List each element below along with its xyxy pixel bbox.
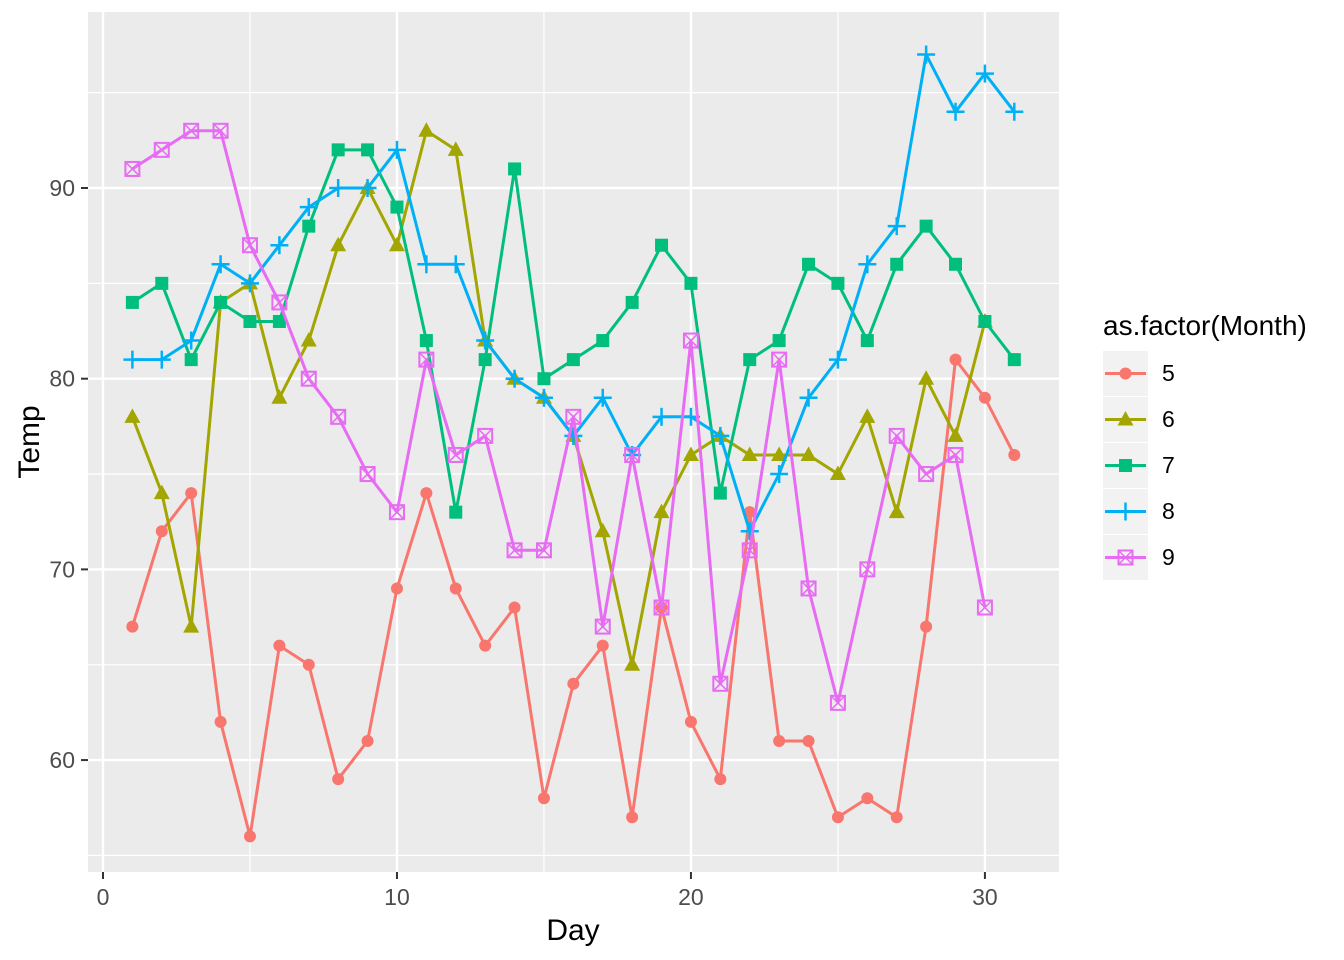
legend-item-month-9: 9 (1103, 534, 1307, 580)
y-tick-label: 80 (49, 366, 75, 392)
series-points-month-9 (124, 122, 993, 711)
legend-label-month-5: 5 (1162, 359, 1175, 386)
y-axis-title: Temp (13, 405, 46, 479)
y-tick-label: 70 (49, 556, 75, 582)
x-tick-label: 10 (384, 884, 410, 910)
gridlines-major (88, 12, 1059, 872)
axes: 0 10 20 30 60 70 80 90 (49, 175, 997, 910)
x-tick-label: 0 (97, 884, 110, 910)
legend-label-month-6: 6 (1162, 405, 1175, 432)
legend-item-month-7: 7 (1103, 442, 1307, 488)
legend-key-plus-icon (1103, 488, 1148, 534)
series-line-month-9 (131, 129, 987, 705)
x-tick-label: 20 (678, 884, 704, 910)
legend-item-month-5: 5 (1103, 350, 1307, 396)
series-month-9 (124, 122, 993, 711)
gridlines-minor (88, 12, 1059, 872)
series-month-8 (123, 45, 1024, 541)
legend-key-circle-icon (1103, 350, 1148, 396)
legend-label-month-7: 7 (1162, 451, 1175, 478)
y-tick-label: 60 (49, 747, 75, 773)
legend-key-triangle-icon (1103, 396, 1148, 442)
y-tick-label: 90 (49, 175, 75, 201)
legend-key-square-icon (1103, 442, 1148, 488)
legend-key-square-cross-icon (1103, 534, 1148, 580)
series-month-7 (125, 143, 1021, 519)
legend-item-month-6: 6 (1103, 396, 1307, 442)
series-month-5 (126, 353, 1021, 843)
legend: as.factor(Month) 5 6 7 8 9 (1103, 310, 1307, 580)
series-points-month-5 (126, 353, 1021, 843)
x-tick-label: 30 (972, 884, 998, 910)
series-points-month-8 (123, 45, 1024, 541)
legend-items: 5 6 7 8 9 (1103, 350, 1307, 580)
legend-label-month-8: 8 (1162, 497, 1175, 524)
legend-label-month-9: 9 (1162, 543, 1175, 570)
x-axis-title: Day (546, 914, 600, 947)
legend-title: as.factor(Month) (1103, 310, 1307, 341)
legend-item-month-8: 8 (1103, 488, 1307, 534)
series-points-month-7 (125, 143, 1021, 519)
